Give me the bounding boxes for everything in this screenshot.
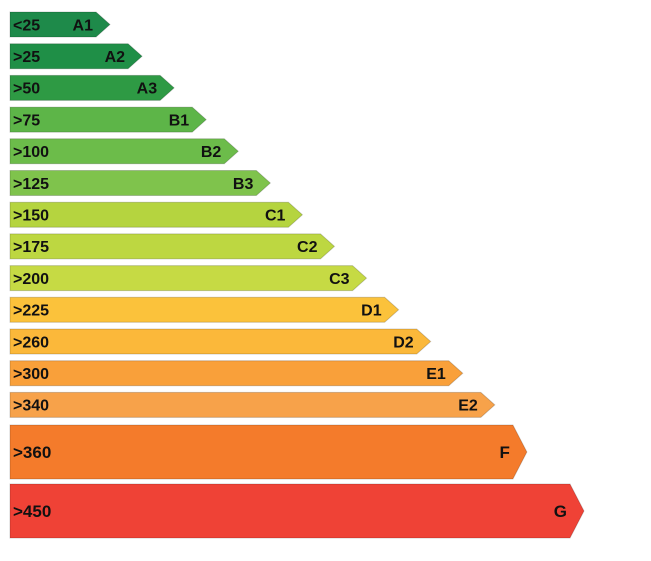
class-label-d2: D2 bbox=[393, 334, 414, 351]
rating-bar-e2 bbox=[9, 391, 496, 418]
range-label-c3: >200 bbox=[13, 271, 49, 288]
class-label-c1: C1 bbox=[265, 207, 286, 224]
class-label-e1: E1 bbox=[426, 366, 446, 383]
class-label-e2: E2 bbox=[458, 398, 478, 415]
rating-bar-e1 bbox=[9, 360, 464, 387]
rating-bar-f bbox=[9, 424, 528, 480]
range-label-g: >450 bbox=[13, 502, 51, 521]
rating-bar-g bbox=[9, 483, 585, 539]
range-label-c2: >175 bbox=[13, 239, 49, 256]
rating-bar-a3 bbox=[9, 74, 175, 101]
range-label-e2: >340 bbox=[13, 398, 49, 415]
class-label-c3: C3 bbox=[329, 271, 350, 288]
class-label-b3: B3 bbox=[233, 176, 254, 193]
range-label-b1: >75 bbox=[13, 112, 40, 129]
class-label-c2: C2 bbox=[297, 239, 318, 256]
class-label-b1: B1 bbox=[169, 112, 190, 129]
class-label-d1: D1 bbox=[361, 303, 382, 320]
range-label-a3: >50 bbox=[13, 81, 40, 98]
range-label-d1: >225 bbox=[13, 303, 49, 320]
class-label-a2: A2 bbox=[105, 49, 126, 66]
class-label-g: G bbox=[554, 502, 567, 521]
class-label-b2: B2 bbox=[201, 144, 222, 161]
class-label-a3: A3 bbox=[137, 81, 158, 98]
rating-bar-d2 bbox=[9, 328, 432, 355]
rating-bar-d1 bbox=[9, 296, 400, 323]
range-label-b2: >100 bbox=[13, 144, 49, 161]
class-label-f: F bbox=[500, 443, 510, 462]
rating-bar-c2 bbox=[9, 233, 336, 260]
range-label-a2: >25 bbox=[13, 49, 40, 66]
rating-bar-a2 bbox=[9, 43, 143, 70]
range-label-b3: >125 bbox=[13, 176, 49, 193]
range-label-f: >360 bbox=[13, 443, 51, 462]
range-label-d2: >260 bbox=[13, 334, 49, 351]
class-label-a1: A1 bbox=[73, 17, 94, 34]
rating-bar-b3 bbox=[9, 170, 272, 196]
rating-bar-c1 bbox=[9, 201, 304, 228]
range-label-c1: >150 bbox=[13, 207, 49, 224]
rating-bar-b1 bbox=[9, 106, 207, 133]
rating-bar-a1 bbox=[9, 11, 111, 38]
range-label-a1: <25 bbox=[13, 17, 40, 34]
rating-bar-b2 bbox=[9, 138, 240, 165]
range-label-e1: >300 bbox=[13, 366, 49, 383]
rating-bar-c3 bbox=[9, 265, 368, 292]
